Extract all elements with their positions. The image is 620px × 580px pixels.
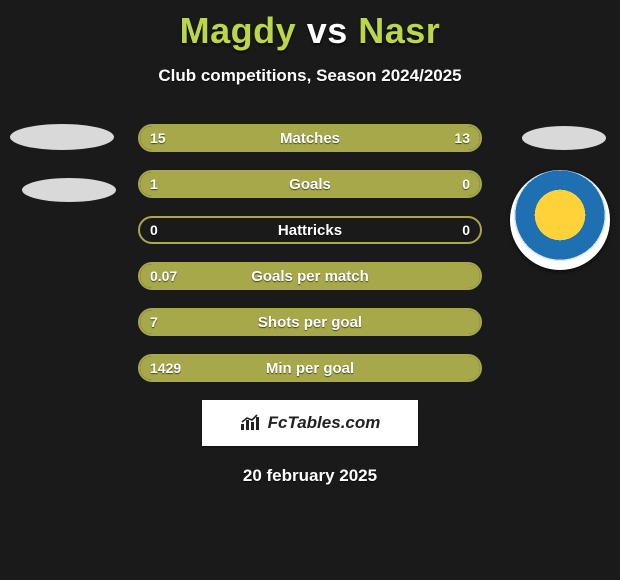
bar-fill-left: [140, 264, 480, 288]
title-player2: Nasr: [358, 10, 440, 51]
bar-goals: 1 Goals 0: [138, 170, 482, 198]
date-text: 20 february 2025: [0, 466, 620, 486]
bar-matches: 15 Matches 13: [138, 124, 482, 152]
player2-club-badge: [510, 170, 610, 270]
title-player1: Magdy: [180, 10, 297, 51]
player2-avatar: [522, 126, 606, 150]
bar-hattricks: 0 Hattricks 0: [138, 216, 482, 244]
player1-avatar-top: [10, 124, 114, 150]
bar-fill-left: [140, 310, 480, 334]
comparison-infographic: Magdy vs Nasr Club competitions, Season …: [0, 0, 620, 580]
player1-avatar-bottom: [22, 178, 116, 202]
bar-fill-left: [140, 172, 398, 196]
bar-val-right: 0: [452, 218, 480, 242]
stat-bars: 15 Matches 13 1 Goals 0 0 Hattricks 0 0.…: [138, 124, 482, 382]
bar-fill-right: [398, 172, 480, 196]
bar-val-left: 0: [140, 218, 168, 242]
brand-chart-icon: [240, 414, 262, 432]
bar-label: Hattricks: [140, 218, 480, 242]
subtitle: Club competitions, Season 2024/2025: [0, 66, 620, 86]
brand-box: FcTables.com: [202, 400, 418, 446]
bar-shots-per-goal: 7 Shots per goal: [138, 308, 482, 336]
bar-fill-left: [140, 356, 480, 380]
title-vs: vs: [307, 10, 348, 51]
bar-goals-per-match: 0.07 Goals per match: [138, 262, 482, 290]
bar-fill-left: [140, 126, 324, 150]
brand-label: FcTables.com: [268, 413, 381, 433]
bar-fill-right: [324, 126, 480, 150]
page-title: Magdy vs Nasr: [0, 0, 620, 52]
bar-min-per-goal: 1429 Min per goal: [138, 354, 482, 382]
